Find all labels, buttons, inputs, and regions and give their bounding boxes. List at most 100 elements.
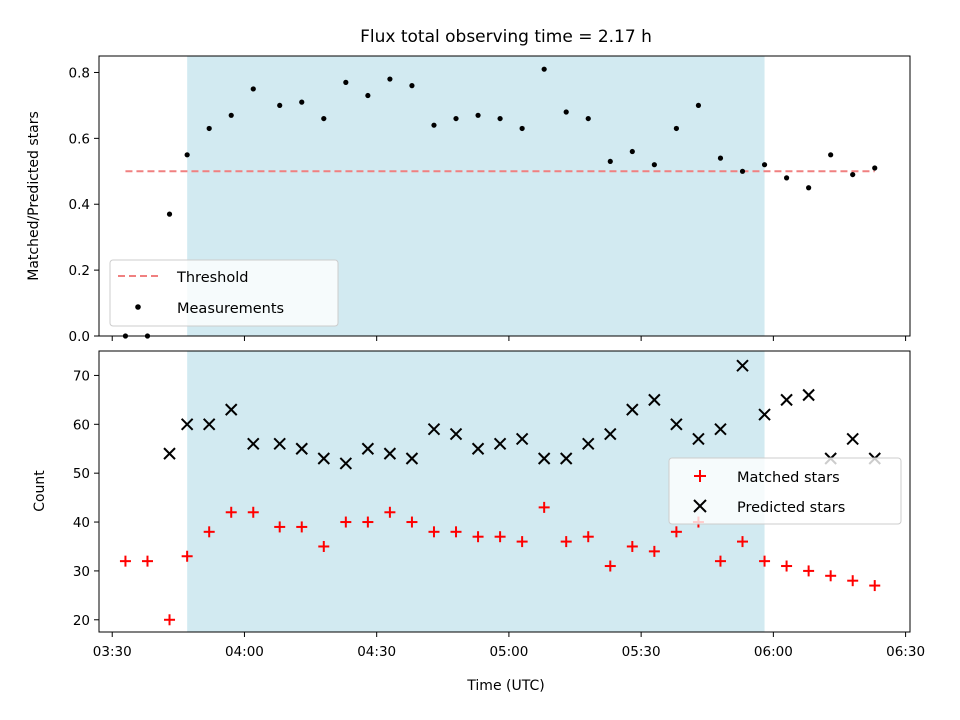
predicted-star-marker: [604, 427, 617, 441]
measurement-point: [431, 122, 437, 128]
matched-star-marker: [164, 614, 176, 626]
measurement-point: [387, 76, 393, 82]
top-xaxis-ticks: [111, 336, 907, 341]
matched-star-marker: [803, 565, 815, 577]
predicted-star-marker: [537, 452, 551, 465]
matched-star-marker: [869, 580, 881, 592]
measurement-point: [365, 92, 371, 99]
matched-star-marker: [119, 555, 131, 567]
predicted-star-marker: [449, 427, 463, 441]
measurement-point: [585, 115, 591, 122]
predicted-star-marker: [471, 442, 485, 455]
bottom-ytick-label: 30: [73, 564, 90, 580]
xtick-label: 04:30: [357, 644, 396, 660]
measurement-point: [166, 211, 173, 217]
top-legend: Threshold Measurements: [109, 259, 339, 327]
bottom-plot-frame: [98, 350, 911, 633]
bottom-y-axis-label: Count: [32, 470, 48, 512]
xtick-label: 05:00: [489, 644, 528, 660]
measurement-point: [475, 112, 481, 118]
matched-star-marker: [759, 555, 771, 567]
matched-star-marker: [582, 531, 594, 543]
predicted-star-marker: [427, 422, 441, 436]
predicted-star-marker: [295, 442, 308, 455]
chart-title: Flux total observing time = 2.17 h: [360, 27, 652, 47]
measurement-point: [563, 109, 569, 115]
predicted-star-marker: [582, 437, 595, 451]
bottom-xaxis-ticks: 03:30 04:00 04:30 05:00 05:30 06:00 06:30: [93, 632, 925, 660]
matched-star-marker: [450, 526, 462, 538]
predicted-star-marker: [163, 447, 176, 460]
measurement-point: [806, 185, 812, 191]
matched-star-marker: [428, 526, 440, 538]
measurement-point: [343, 79, 349, 85]
top-y-axis-label: Matched/Predicted stars: [26, 111, 42, 281]
bottom-shaded-region: [187, 351, 765, 632]
matched-star-marker: [203, 526, 215, 538]
predicted-star-marker: [780, 393, 793, 407]
measurement-point: [651, 162, 657, 168]
bottom-ytick-label: 50: [73, 466, 90, 482]
top-ytick-label: 0.0: [69, 329, 90, 345]
legend-measurements-swatch: [135, 304, 141, 310]
measurement-point: [607, 158, 613, 165]
predicted-star-marker: [317, 452, 330, 465]
predicted-star-marker: [736, 359, 749, 372]
measurement-point: [453, 115, 459, 122]
predicted-star-marker: [846, 432, 859, 446]
predicted-star-marker: [247, 437, 260, 451]
predicted-star-marker: [273, 437, 286, 451]
top-legend-box: [109, 259, 339, 327]
predicted-star-marker: [225, 403, 238, 416]
matched-star-marker: [247, 506, 259, 518]
matched-star-marker: [648, 545, 660, 557]
bottom-ytick-label: 20: [73, 613, 90, 629]
measurement-point: [277, 102, 283, 109]
matched-star-marker: [670, 526, 682, 538]
predicted-star-marker: [361, 442, 375, 455]
bottom-ytick-label: 60: [73, 417, 90, 433]
matched-star-marker: [472, 531, 484, 543]
matched-star-marker: [847, 575, 859, 587]
measurement-point: [673, 125, 679, 132]
top-ytick-label: 0.2: [69, 263, 90, 279]
matched-star-marker: [560, 536, 572, 548]
matched-star-marker: [626, 540, 638, 552]
predicted-star-marker: [626, 403, 639, 416]
predicted-star-marker: [339, 457, 353, 470]
measurement-point: [783, 175, 790, 181]
legend-matched-label: Matched stars: [737, 470, 840, 486]
predicted-star-marker: [383, 447, 397, 460]
matched-star-marker: [362, 516, 374, 528]
measurement-points: [122, 66, 878, 339]
measurement-point: [872, 165, 878, 171]
measurement-point: [629, 148, 635, 155]
measurement-point: [321, 115, 327, 122]
measurement-point: [695, 102, 702, 109]
top-plot-frame: [98, 55, 911, 337]
legend-predicted-label: Predicted stars: [737, 500, 845, 516]
predicted-star-marker: [802, 388, 815, 402]
measurement-point: [717, 155, 724, 161]
legend-matched-swatch: [694, 470, 706, 482]
legend-measurements-label: Measurements: [177, 301, 284, 317]
xtick-label: 04:00: [225, 644, 264, 660]
matched-star-marker: [406, 516, 418, 528]
matched-star-marker: [225, 506, 237, 518]
matched-star-marker: [318, 540, 330, 552]
matched-star-marker: [538, 501, 550, 513]
measurement-point: [184, 152, 190, 158]
measurement-point: [761, 162, 768, 168]
top-ytick-label: 0.4: [69, 197, 90, 213]
top-ytick-label: 0.8: [69, 65, 90, 81]
matched-star-marker: [494, 531, 506, 543]
predicted-star-markers: [163, 359, 881, 470]
matched-star-marker: [274, 521, 286, 533]
bottom-legend: Matched stars Predicted stars: [668, 457, 902, 525]
matched-star-marker: [181, 550, 193, 562]
bottom-legend-box: [668, 457, 902, 525]
top-yaxis-ticks: 0.0 0.2 0.4 0.6 0.8: [69, 65, 99, 345]
predicted-star-marker: [515, 432, 529, 446]
bottom-plot: 20 30 40 50 60 70 03:30 04:00 04:30 05:00 05:30 06…: [32, 350, 925, 694]
